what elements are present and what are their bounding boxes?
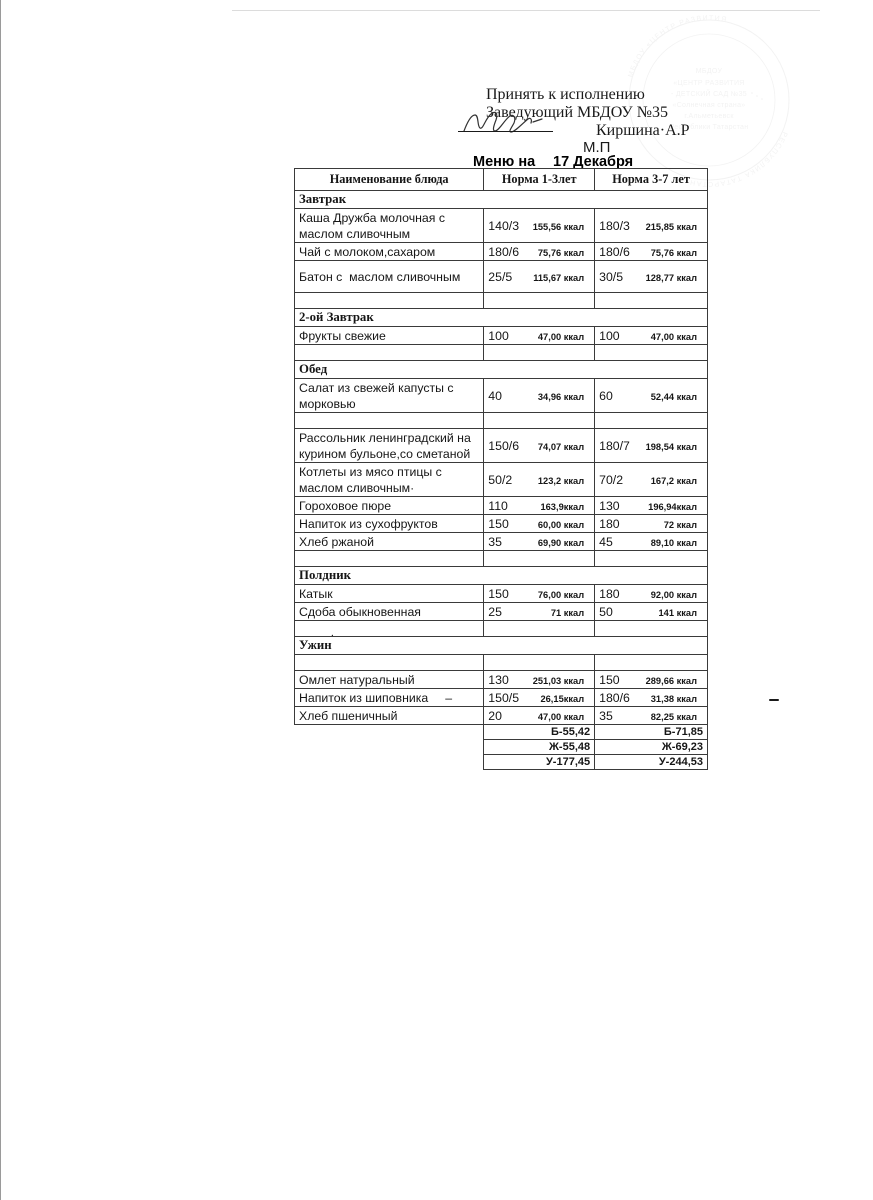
svg-text:«ЦЕНТР РАЗВИТИЯ: «ЦЕНТР РАЗВИТИЯ (673, 80, 744, 87)
svg-text:- ДЕТСКИЙ САД №35: - ДЕТСКИЙ САД №35 (671, 89, 747, 98)
svg-text:«Солнечная страна»: «Солнечная страна» (673, 102, 746, 109)
svg-text:МБДОУ: МБДОУ (696, 68, 723, 75)
svg-text:г.Альметьевск: г.Альметьевск (684, 113, 734, 120)
